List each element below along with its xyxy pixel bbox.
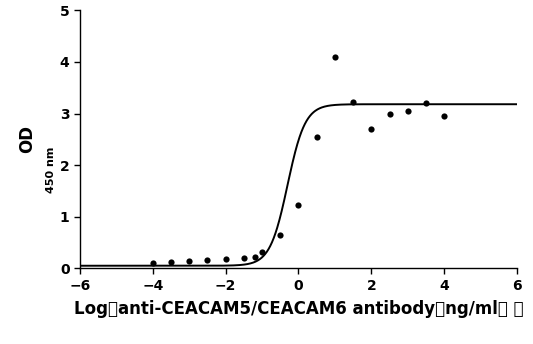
Point: [349, 99, 357, 105]
Text: OD: OD: [18, 125, 36, 153]
Point: [203, 257, 212, 263]
Point: [251, 254, 259, 260]
Point: [367, 126, 376, 132]
X-axis label: Log（anti-CEACAM5/CEACAM6 antibody（ng/ml） ）: Log（anti-CEACAM5/CEACAM6 antibody（ng/ml）…: [74, 300, 523, 318]
Point: [185, 258, 193, 264]
Point: [312, 134, 321, 140]
Point: [149, 260, 157, 266]
Point: [422, 100, 430, 106]
Point: [385, 111, 394, 116]
Point: [167, 259, 175, 265]
Point: [330, 54, 339, 60]
Point: [221, 256, 230, 262]
Point: [440, 113, 448, 119]
Point: [294, 203, 303, 208]
Point: [403, 108, 412, 114]
Point: [258, 249, 266, 255]
Text: 450 nm: 450 nm: [46, 147, 56, 193]
Point: [276, 232, 285, 237]
Point: [240, 255, 248, 261]
